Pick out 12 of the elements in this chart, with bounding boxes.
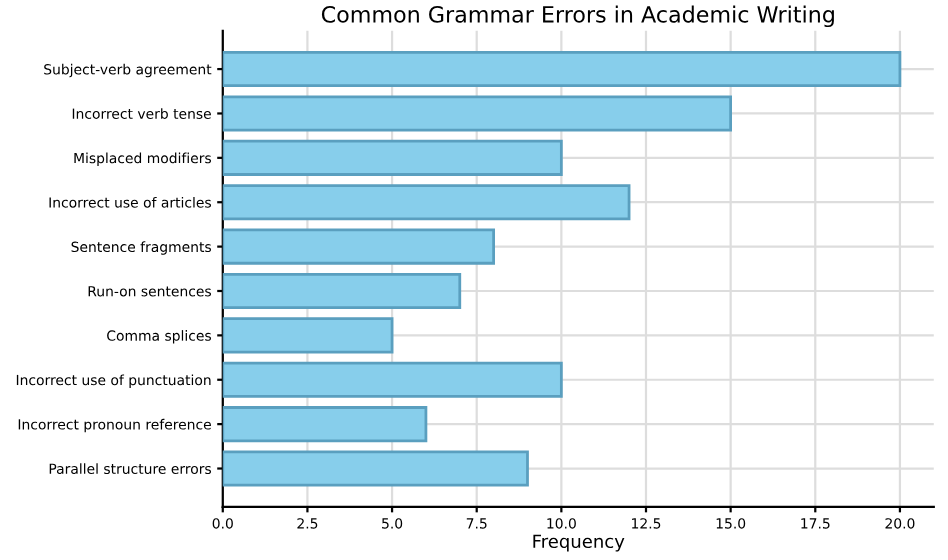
bar — [222, 139, 563, 176]
bar — [222, 228, 496, 265]
bar — [222, 361, 563, 398]
bar — [222, 272, 462, 310]
bar — [222, 95, 733, 132]
chart-title: Common Grammar Errors in Academic Writing — [321, 5, 834, 28]
bar — [222, 450, 529, 487]
bar — [222, 51, 902, 88]
x-axis-title: Frequency — [533, 534, 625, 552]
bar — [222, 317, 394, 354]
bar — [222, 406, 428, 443]
bar — [222, 184, 631, 221]
